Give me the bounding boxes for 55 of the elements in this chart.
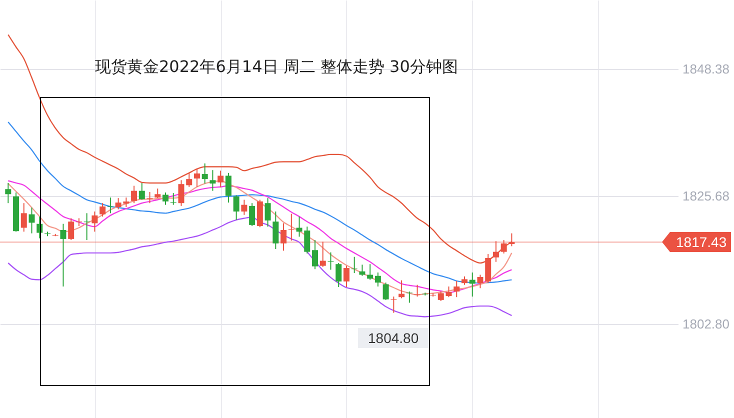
candlestick xyxy=(414,284,420,298)
candlestick xyxy=(328,252,334,270)
y-tick-label: 1848.38 xyxy=(682,61,730,76)
candlestick xyxy=(186,172,192,188)
candlestick xyxy=(382,282,389,300)
candlestick xyxy=(280,222,287,252)
candlestick xyxy=(68,218,74,241)
candlestick xyxy=(84,212,90,241)
candlestick xyxy=(233,194,240,220)
candlestick xyxy=(194,168,200,188)
candlestick xyxy=(390,296,397,314)
candlestick xyxy=(249,202,256,227)
candlestick xyxy=(107,197,114,214)
candlestick xyxy=(312,240,318,270)
candlestick xyxy=(406,291,412,304)
candlestick xyxy=(178,180,184,206)
candlestick xyxy=(5,182,12,204)
line-series xyxy=(8,121,512,284)
candlestick xyxy=(146,191,153,204)
candlestick xyxy=(367,264,374,280)
candlestick xyxy=(92,211,98,232)
candlestick xyxy=(241,199,248,216)
candlestick xyxy=(20,202,27,232)
candlestick xyxy=(351,256,358,274)
annotation: 1804.80 xyxy=(358,328,429,348)
candlestick xyxy=(374,272,381,287)
candlestick xyxy=(320,241,326,268)
candlestick xyxy=(477,274,484,289)
candlestick xyxy=(28,207,35,234)
candlestick xyxy=(446,286,452,298)
candlestick xyxy=(170,192,176,206)
candlestick xyxy=(288,213,294,242)
candlestick xyxy=(100,202,106,218)
candlestick xyxy=(131,185,138,204)
candlestick xyxy=(154,188,161,199)
y-tick-label: 1825.68 xyxy=(682,188,730,204)
candlestick xyxy=(60,223,66,287)
candlestick xyxy=(202,162,208,184)
candlestick xyxy=(138,182,145,200)
candlestick xyxy=(218,170,224,188)
candlestick xyxy=(264,198,271,228)
candlestick xyxy=(438,291,444,302)
candlestick xyxy=(422,292,428,296)
candlestick xyxy=(162,192,169,206)
candlestick xyxy=(336,262,342,288)
text: 现货黄金2022年6月14日 周二 整体走势 30分钟图 xyxy=(95,57,458,76)
ref-line-label: 1817.43 xyxy=(670,232,731,252)
candlestick xyxy=(76,218,82,227)
y-tick-label: 1802.80 xyxy=(682,316,730,332)
candlestick xyxy=(343,265,350,288)
candlestick xyxy=(454,280,460,298)
candlestick xyxy=(272,211,279,250)
candlestick xyxy=(225,172,232,204)
candlestick xyxy=(430,292,436,298)
candlestick xyxy=(210,170,216,192)
